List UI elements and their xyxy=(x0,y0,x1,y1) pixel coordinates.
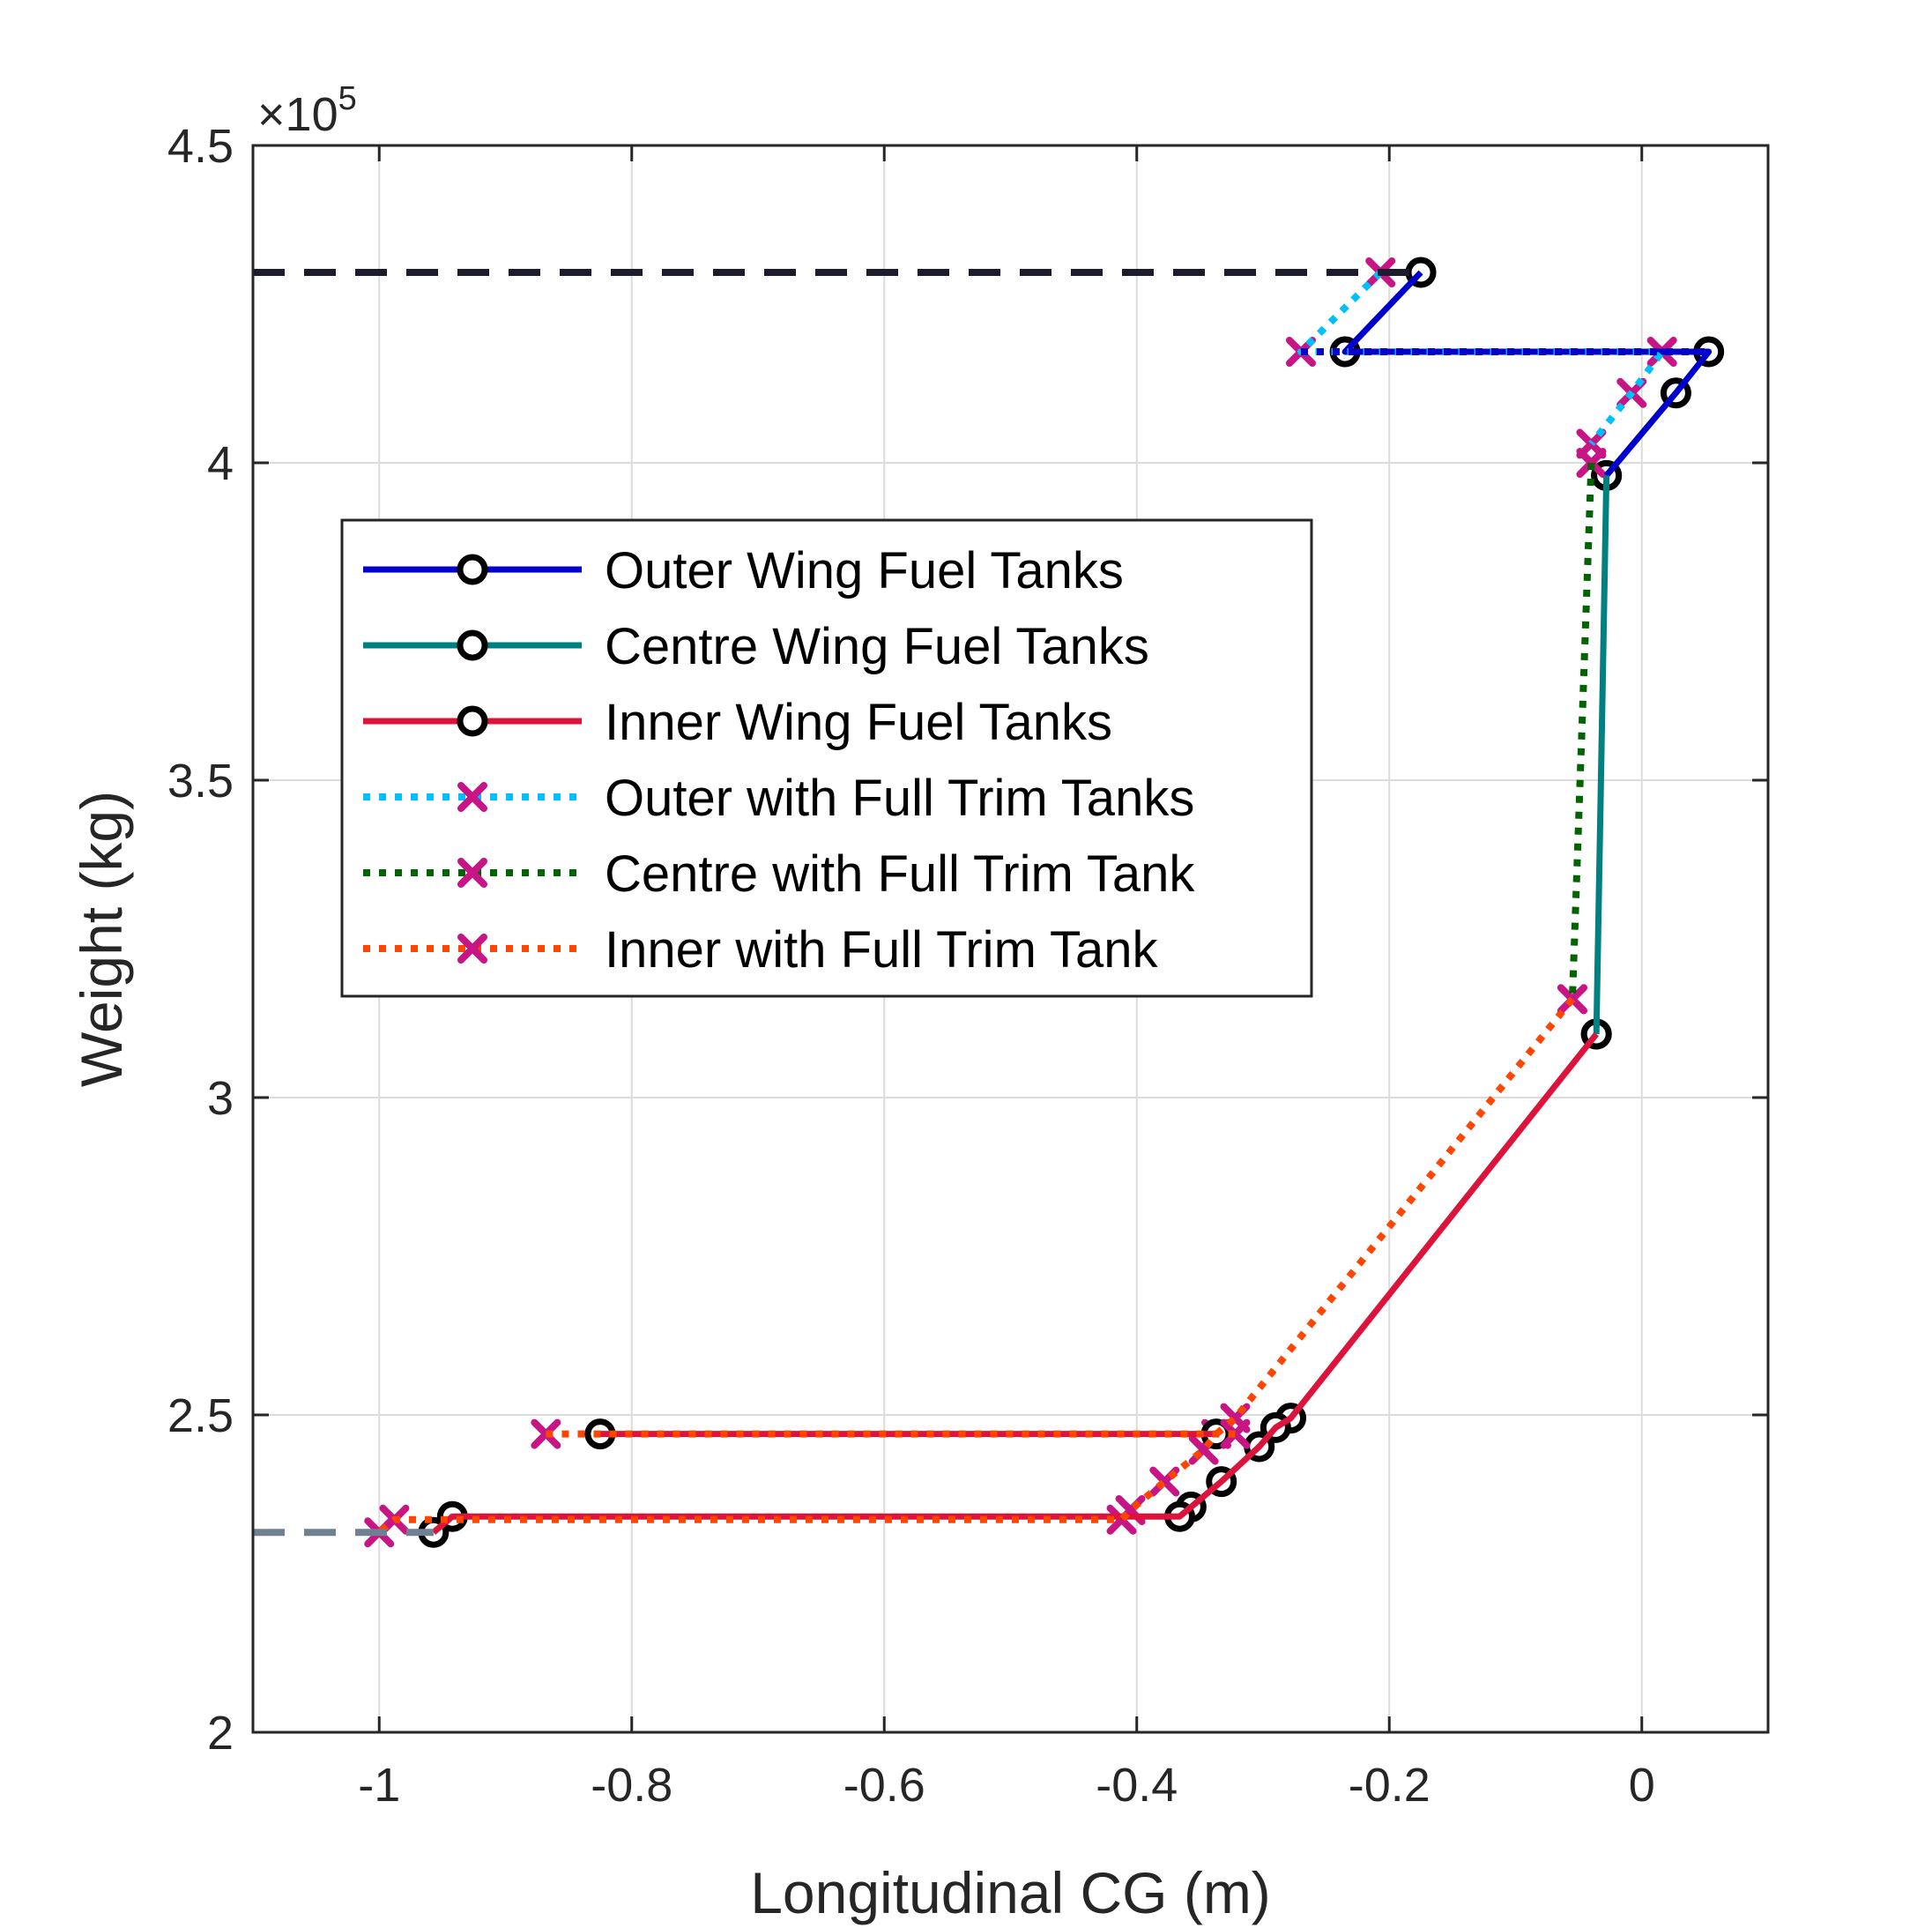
x-tick-label: -1 xyxy=(358,1759,400,1812)
y-tick-label: 4.5 xyxy=(167,120,234,173)
x-tick-label: -0.8 xyxy=(591,1759,672,1812)
ticks: -1 -0.8 -0.6 -0.4 -0.2 0 2 2.5 3 3.5 4 4.5 xyxy=(167,120,1768,1812)
legend-x-marker xyxy=(457,858,487,888)
y-tick-label: 3.5 xyxy=(167,755,234,808)
legend-label: Centre Wing Fuel Tanks xyxy=(605,618,1149,675)
legend-x-marker xyxy=(457,934,487,964)
series-line-0 xyxy=(1341,270,1713,478)
series-layer xyxy=(253,257,1725,1548)
plot-frame xyxy=(251,144,1770,1734)
series-line-4 xyxy=(1568,462,1595,1000)
y-axis-label: Weight (kg) xyxy=(69,791,134,1087)
y-exponent-power: 5 xyxy=(338,80,357,117)
legend-label: Centre with Full Trim Tank xyxy=(605,845,1195,903)
series-line-1 xyxy=(1593,475,1610,1035)
series-line-3 xyxy=(1297,270,1666,446)
legend-box xyxy=(340,518,1313,998)
legend-x-marker xyxy=(457,782,487,812)
series-line-5 xyxy=(376,996,1576,1536)
legend-circle-marker xyxy=(457,705,488,737)
y-tick-label: 2 xyxy=(207,1707,234,1760)
x-marker xyxy=(531,1418,561,1449)
x-axis-label: Longitudinal CG (m) xyxy=(750,1860,1271,1925)
legend-label: Inner with Full Trim Tank xyxy=(605,921,1158,979)
y-exponent-base: ×10 xyxy=(257,88,338,141)
legend-label: Outer with Full Trim Tanks xyxy=(605,770,1194,827)
y-tick-label: 4 xyxy=(207,437,234,490)
x-tick-label: -0.6 xyxy=(843,1759,925,1812)
legend-label: Inner Wing Fuel Tanks xyxy=(605,694,1112,751)
y-tick-label: 3 xyxy=(207,1072,234,1125)
x-tick-label: 0 xyxy=(1629,1759,1655,1812)
legend-circle-marker xyxy=(457,629,488,661)
legend-label: Outer Wing Fuel Tanks xyxy=(605,542,1124,599)
y-tick-label: 2.5 xyxy=(167,1389,234,1442)
x-tick-label: -0.2 xyxy=(1349,1759,1430,1812)
x-marker xyxy=(1106,1504,1137,1535)
legend: Outer Wing Fuel Tanks Centre Wing Fuel Ta… xyxy=(340,518,1313,998)
x-tick-label: -0.4 xyxy=(1096,1759,1178,1812)
legend-circle-marker xyxy=(457,554,488,585)
y-axis-exponent: ×105 xyxy=(257,80,357,141)
